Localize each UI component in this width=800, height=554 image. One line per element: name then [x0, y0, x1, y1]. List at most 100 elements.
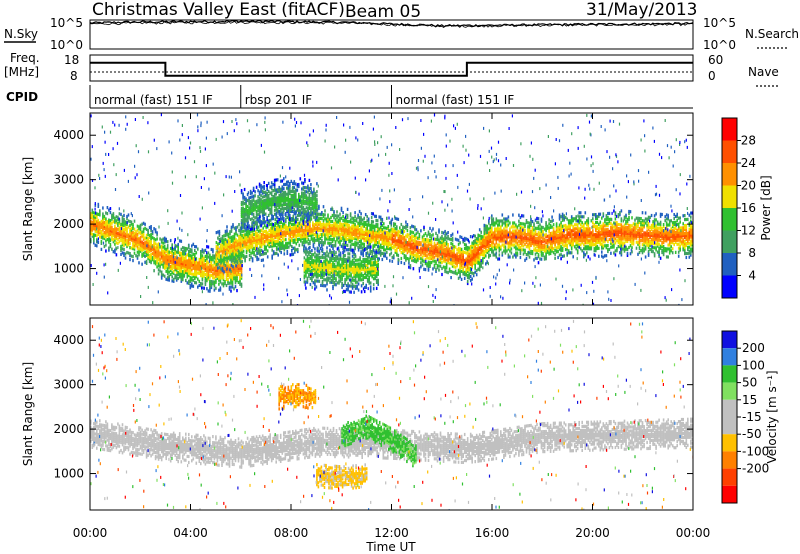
power-cell	[399, 242, 401, 246]
power-cell	[171, 243, 173, 247]
power-cell	[109, 223, 112, 227]
power-cell	[185, 258, 187, 263]
power-cell	[561, 238, 564, 242]
power-cell	[253, 232, 255, 236]
power-cell	[212, 280, 214, 284]
power-cell	[628, 245, 630, 250]
power-cell	[226, 245, 228, 249]
power-cell	[123, 227, 125, 231]
power-cell	[138, 237, 140, 241]
power-cell	[620, 233, 623, 237]
power-cell	[295, 248, 298, 252]
power-cell	[500, 233, 502, 237]
power-cell	[282, 240, 284, 244]
power-cell	[546, 250, 549, 254]
power-cell	[194, 275, 196, 279]
power-cell	[321, 225, 323, 229]
power-cell	[478, 234, 481, 238]
power-cell	[239, 232, 242, 236]
power-cell	[498, 243, 501, 247]
power-cell	[528, 221, 531, 225]
power-cell	[112, 234, 115, 238]
power-cell	[386, 230, 388, 234]
power-cell	[486, 224, 489, 228]
power-cell	[90, 228, 92, 232]
power-cell	[531, 242, 534, 246]
power-cell	[226, 249, 228, 253]
power-cell	[447, 249, 449, 253]
power-cell	[236, 261, 239, 265]
power-cell	[539, 249, 541, 253]
power-cell	[433, 255, 436, 259]
power-cell	[509, 229, 511, 233]
power-cell	[307, 210, 310, 214]
power-cell	[423, 247, 425, 251]
power-cell	[225, 273, 228, 278]
power-cell	[123, 251, 125, 255]
power-cell	[427, 256, 430, 260]
power-cell	[133, 247, 136, 251]
power-cell	[507, 223, 510, 227]
power-cell	[206, 263, 208, 267]
power-cell	[596, 230, 599, 235]
power-cell	[533, 236, 535, 240]
power-cell	[554, 234, 556, 238]
power-cell	[528, 245, 531, 249]
power-cell	[632, 226, 635, 230]
power-cell	[121, 243, 124, 247]
power-cell	[254, 238, 257, 242]
power-cell	[433, 243, 436, 247]
power-cell	[509, 243, 511, 247]
power-cell	[378, 257, 380, 261]
power-cell	[409, 232, 412, 236]
power-cell	[343, 249, 346, 253]
power-cell	[557, 233, 559, 238]
power-cell	[423, 251, 425, 255]
power-cell	[289, 231, 292, 235]
power-cell	[340, 238, 343, 242]
power-cell	[540, 253, 543, 257]
power-cell	[363, 238, 365, 242]
power-cell	[459, 251, 461, 255]
power-cell	[466, 275, 469, 280]
power-cell	[465, 243, 467, 247]
power-cell	[498, 221, 501, 225]
power-cell	[275, 233, 278, 237]
power-cell	[197, 261, 199, 265]
power-cell	[587, 255, 590, 259]
power-cell	[358, 231, 361, 236]
power-cell	[540, 219, 543, 223]
power-cell	[531, 230, 534, 234]
power-cell	[210, 279, 213, 284]
power-cell	[271, 228, 273, 232]
power-cell	[469, 271, 472, 275]
power-cell	[616, 231, 618, 235]
power-cell	[282, 226, 284, 230]
power-cell	[198, 279, 201, 283]
power-cell	[141, 234, 143, 238]
power-cell	[503, 243, 505, 247]
power-cell	[268, 229, 270, 233]
power-cell	[389, 221, 391, 225]
power-cell	[233, 236, 236, 240]
power-cell	[217, 242, 219, 246]
power-cell	[400, 238, 403, 243]
power-cell	[604, 240, 606, 244]
power-cell	[282, 246, 284, 250]
power-cell	[412, 231, 415, 235]
power-cell	[337, 224, 340, 228]
power-cell	[500, 219, 502, 223]
power-cell	[216, 260, 219, 264]
power-cell	[409, 244, 412, 248]
power-cell	[300, 223, 302, 227]
power-cell	[251, 257, 254, 261]
power-cell	[503, 245, 505, 249]
power-cell	[269, 230, 272, 234]
power-cell	[579, 223, 582, 227]
power-cell	[129, 258, 131, 262]
power-cell	[222, 284, 225, 288]
power-cell	[372, 224, 374, 228]
power-cell	[242, 243, 245, 247]
power-cell	[543, 245, 546, 249]
power-cell	[166, 270, 169, 274]
